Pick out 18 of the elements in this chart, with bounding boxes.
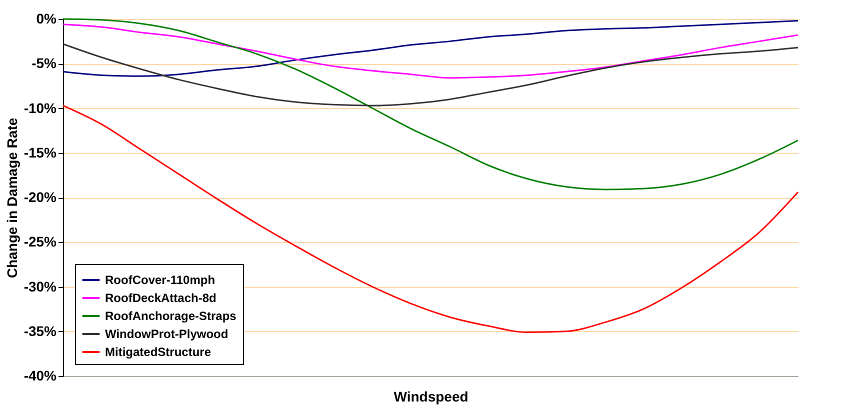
x-axis-title: Windspeed [394, 388, 468, 404]
legend-label: RoofAnchorage-Straps [105, 309, 237, 323]
y-tick-label: -5% [32, 55, 58, 72]
y-tick-label: -30% [24, 278, 58, 294]
legend-label: RoofDeckAttach-8d [105, 291, 216, 305]
y-tick-label: 0% [36, 10, 58, 26]
y-tick-label: -35% [24, 322, 58, 339]
legend-label: MitigatedStructure [105, 345, 212, 359]
y-tick-label: -40% [24, 368, 58, 384]
legend-label: WindowProt-Plywood [105, 327, 228, 341]
y-tick-label: -15% [24, 144, 58, 160]
line-series [62, 18, 799, 190]
legend-label: RoofCover-110mph [105, 273, 216, 287]
y-tick-label: -20% [24, 189, 58, 205]
y-tick-label: -25% [24, 234, 58, 250]
y-axis-title: Change in Damage Rate [4, 118, 20, 278]
y-tick-label: -10% [24, 100, 58, 116]
line-series [62, 43, 799, 106]
